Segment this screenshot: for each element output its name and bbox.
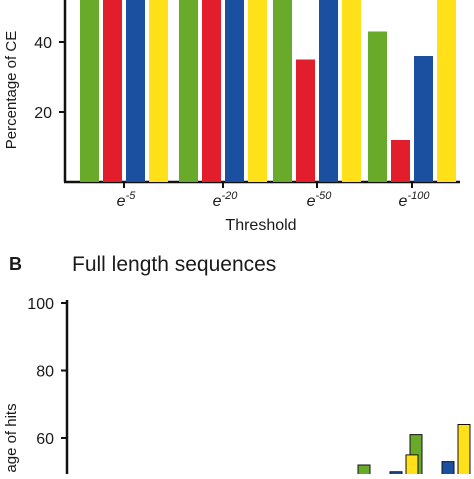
panel-b-y-ticks: 60 80 100 (27, 296, 67, 448)
panel-a-bar (149, 0, 168, 182)
panel-b-bar (441, 461, 455, 479)
panel-a-bar (80, 0, 99, 182)
panel-a-bar (368, 31, 387, 182)
panel-b-title: Full length sequences (72, 253, 276, 276)
panel-a-y-axis-label: Percentage of CE (3, 31, 20, 149)
panel-b-bar (405, 454, 419, 479)
panel-b-y-axis-label: age of hits (3, 403, 20, 472)
panel-a-bar (103, 0, 122, 182)
panel-a-y-tick-label: 20 (34, 105, 52, 122)
panel-a-bar (225, 0, 244, 182)
panel-a-bar (179, 0, 198, 182)
panel-b-bars (357, 424, 471, 479)
panel-b-y-tick-label: 100 (27, 296, 54, 313)
panel-b: B Full length sequences age of hits 60 80… (3, 253, 471, 479)
panel-b-bar (357, 464, 371, 479)
panel-a-y-tick-label: 40 (34, 35, 52, 52)
panel-a-bar (296, 59, 315, 182)
panel-a-bar (202, 0, 221, 182)
panel-a-bar (414, 56, 433, 182)
panel-b-y-tick-label: 60 (36, 431, 54, 448)
panel-a-bar (126, 0, 145, 182)
panel-a-x-axis-label: Threshold (225, 217, 296, 234)
panel-a-x-ticks: e-5 e-20 e-50 e-100 (117, 182, 431, 210)
panel-b-y-tick-label: 80 (36, 364, 54, 381)
panel-a-bar (273, 0, 292, 182)
panel-a-x-tick-label: e-5 (117, 190, 137, 210)
panel-a-bar (319, 0, 338, 182)
panel-a-bar (391, 140, 410, 182)
panel-a-bars (80, 0, 456, 182)
panel-a-x-tick-label: e-50 (307, 190, 333, 210)
panel-a-bar (342, 0, 361, 182)
panel-a-bar (248, 0, 267, 182)
panel-a-x-tick-label: e-20 (213, 190, 239, 210)
panel-a-bar (437, 0, 456, 182)
panel-a-x-tick-label: e-100 (399, 190, 431, 210)
panel-b-letter: B (9, 254, 22, 274)
panel-b-bar (457, 424, 471, 479)
